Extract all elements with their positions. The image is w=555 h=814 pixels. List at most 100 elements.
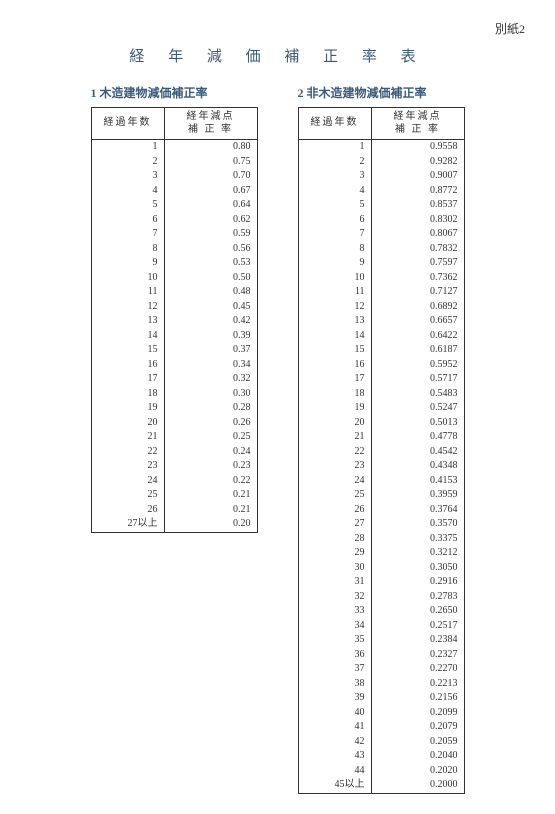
table-row: 190.28	[91, 401, 257, 416]
table-row: 330.2650	[298, 604, 464, 619]
cell-rate: 0.20	[164, 517, 257, 532]
cell-rate: 0.2916	[371, 575, 464, 590]
cell-years: 25	[91, 488, 164, 503]
cell-rate: 0.8772	[371, 184, 464, 199]
cell-years: 19	[298, 401, 371, 416]
table-row: 10.80	[91, 140, 257, 155]
table-row: 20.75	[91, 155, 257, 170]
cell-rate: 0.3764	[371, 503, 464, 518]
cell-years: 22	[298, 445, 371, 460]
cell-rate: 0.39	[164, 329, 257, 344]
cell-rate: 0.4153	[371, 474, 464, 489]
cell-rate: 0.6187	[371, 343, 464, 358]
table-row: 130.42	[91, 314, 257, 329]
cell-rate: 0.3375	[371, 532, 464, 547]
cell-rate: 0.6422	[371, 329, 464, 344]
cell-rate: 0.70	[164, 169, 257, 184]
table-row: 270.3570	[298, 517, 464, 532]
right-col-rate-l1: 経年減点	[394, 111, 442, 122]
table-row: 230.4348	[298, 459, 464, 474]
cell-years: 19	[91, 401, 164, 416]
cell-years: 21	[298, 430, 371, 445]
table-row: 170.32	[91, 372, 257, 387]
cell-years: 25	[298, 488, 371, 503]
cell-years: 1	[298, 140, 371, 155]
cell-rate: 0.2020	[371, 764, 464, 779]
cell-years: 7	[91, 227, 164, 242]
cell-rate: 0.2650	[371, 604, 464, 619]
cell-years: 14	[91, 329, 164, 344]
table-row: 80.7832	[298, 242, 464, 257]
cell-years: 20	[91, 416, 164, 431]
table-row: 40.67	[91, 184, 257, 199]
table-row: 100.7362	[298, 271, 464, 286]
table-row: 140.6422	[298, 329, 464, 344]
cell-rate: 0.7362	[371, 271, 464, 286]
cell-rate: 0.5717	[371, 372, 464, 387]
cell-rate: 0.34	[164, 358, 257, 373]
cell-rate: 0.21	[164, 488, 257, 503]
cell-years: 20	[298, 416, 371, 431]
table-row: 250.3959	[298, 488, 464, 503]
cell-years: 32	[298, 590, 371, 605]
table-row: 10.9558	[298, 140, 464, 155]
cell-rate: 0.6892	[371, 300, 464, 315]
cell-years: 5	[91, 198, 164, 213]
right-table: 経過年数 経年減点 補 正 率 10.955820.928230.900740.…	[298, 107, 465, 794]
cell-years: 1	[91, 140, 164, 155]
cell-rate: 0.2384	[371, 633, 464, 648]
cell-rate: 0.5247	[371, 401, 464, 416]
cell-years: 18	[91, 387, 164, 402]
cell-years: 39	[298, 691, 371, 706]
cell-rate: 0.9558	[371, 140, 464, 155]
cell-rate: 0.2156	[371, 691, 464, 706]
right-col-rate: 経年減点 補 正 率	[371, 108, 464, 140]
table-row: 380.2213	[298, 677, 464, 692]
cell-years: 28	[298, 532, 371, 547]
cell-rate: 0.2079	[371, 720, 464, 735]
cell-years: 18	[298, 387, 371, 402]
cell-years: 22	[91, 445, 164, 460]
cell-years: 8	[91, 242, 164, 257]
cell-rate: 0.67	[164, 184, 257, 199]
cell-rate: 0.45	[164, 300, 257, 315]
table-row: 300.3050	[298, 561, 464, 576]
right-col-rate-l2: 補 正 率	[395, 124, 440, 135]
table-row: 90.7597	[298, 256, 464, 271]
cell-years: 16	[298, 358, 371, 373]
left-col-years: 経過年数	[91, 108, 164, 140]
cell-years: 4	[91, 184, 164, 199]
cell-rate: 0.5013	[371, 416, 464, 431]
cell-years: 21	[91, 430, 164, 445]
right-subtitle: 2 非木造建物減価補正率	[298, 84, 465, 101]
cell-years: 14	[298, 329, 371, 344]
cell-years: 5	[298, 198, 371, 213]
cell-years: 41	[298, 720, 371, 735]
cell-years: 12	[91, 300, 164, 315]
table-row: 430.2040	[298, 749, 464, 764]
cell-years: 3	[91, 169, 164, 184]
table-row: 210.4778	[298, 430, 464, 445]
table-row: 400.2099	[298, 706, 464, 721]
table-row: 370.2270	[298, 662, 464, 677]
table-row: 250.21	[91, 488, 257, 503]
cell-rate: 0.4542	[371, 445, 464, 460]
page-title: 経 年 減 価 補 正 率 表	[30, 45, 525, 66]
cell-years: 8	[298, 242, 371, 257]
table-row: 390.2156	[298, 691, 464, 706]
cell-rate: 0.28	[164, 401, 257, 416]
cell-years: 23	[298, 459, 371, 474]
table-row: 50.8537	[298, 198, 464, 213]
table-row: 350.2384	[298, 633, 464, 648]
cell-years: 13	[298, 314, 371, 329]
cell-rate: 0.48	[164, 285, 257, 300]
cell-years: 15	[298, 343, 371, 358]
cell-years: 36	[298, 648, 371, 663]
table-row: 60.8302	[298, 213, 464, 228]
cell-rate: 0.6657	[371, 314, 464, 329]
table-row: 45以上0.2000	[298, 778, 464, 793]
table-row: 80.56	[91, 242, 257, 257]
table-row: 360.2327	[298, 648, 464, 663]
cell-years: 34	[298, 619, 371, 634]
table-row: 210.25	[91, 430, 257, 445]
